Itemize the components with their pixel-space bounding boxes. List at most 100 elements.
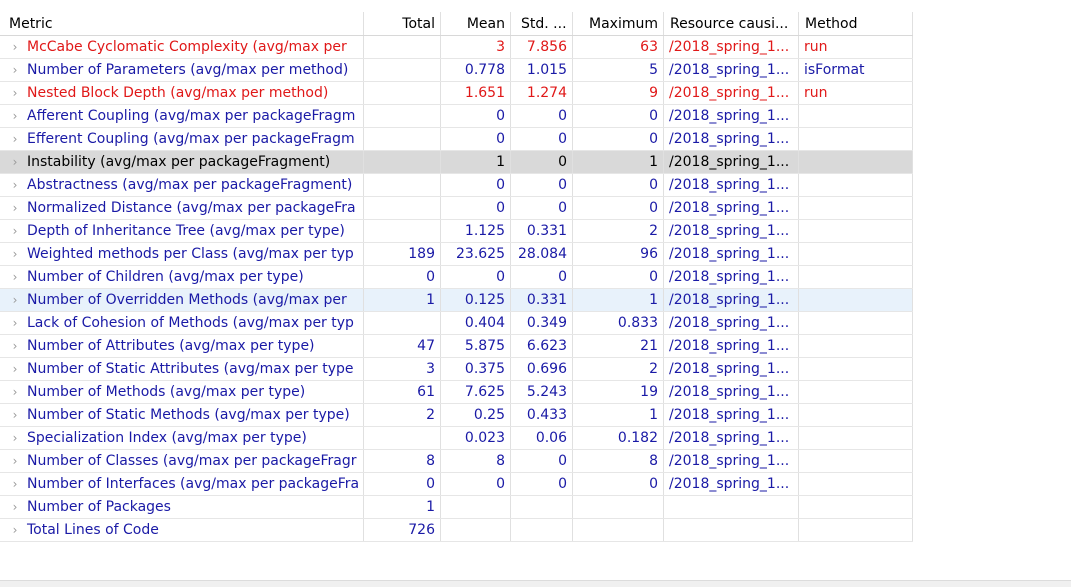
table-row[interactable]: › Efferent Coupling (avg/max per packageF…: [0, 128, 913, 151]
method-cell: [799, 335, 913, 357]
chevron-right-icon[interactable]: ›: [12, 178, 18, 192]
column-header-maximum[interactable]: Maximum: [573, 12, 664, 35]
table-row[interactable]: › Number of Overridden Methods (avg/max p…: [0, 289, 913, 312]
column-header-std[interactable]: Std. ...: [511, 12, 573, 35]
max-cell: 0: [573, 473, 664, 495]
metric-label: Number of Packages: [27, 499, 171, 515]
mean-cell: 0.778: [441, 59, 511, 81]
chevron-right-icon[interactable]: ›: [12, 132, 18, 146]
chevron-right-icon[interactable]: ›: [12, 385, 18, 399]
mean-cell: 3: [441, 36, 511, 58]
metric-cell: › McCabe Cyclomatic Complexity (avg/max p…: [0, 36, 364, 58]
method-cell: [799, 151, 913, 173]
std-cell: 0.331: [511, 289, 573, 311]
chevron-right-icon[interactable]: ›: [12, 523, 18, 537]
table-row[interactable]: › Number of Parameters (avg/max per metho…: [0, 59, 913, 82]
method-cell: [799, 243, 913, 265]
resource-cell: /2018_spring_1...: [664, 105, 799, 127]
table-row[interactable]: › Weighted methods per Class (avg/max per…: [0, 243, 913, 266]
table-row[interactable]: › Lack of Cohesion of Methods (avg/max pe…: [0, 312, 913, 335]
chevron-right-icon[interactable]: ›: [12, 293, 18, 307]
table-row[interactable]: › Afferent Coupling (avg/max per packageF…: [0, 105, 913, 128]
std-cell: 0: [511, 151, 573, 173]
table-row[interactable]: › Number of Packages 1: [0, 496, 913, 519]
method-cell: [799, 450, 913, 472]
total-cell: 0: [364, 473, 441, 495]
chevron-right-icon[interactable]: ›: [12, 316, 18, 330]
total-cell: 1: [364, 289, 441, 311]
table-row[interactable]: › Nested Block Depth (avg/max per method)…: [0, 82, 913, 105]
table-row[interactable]: › Number of Attributes (avg/max per type)…: [0, 335, 913, 358]
resource-cell: /2018_spring_1...: [664, 174, 799, 196]
mean-cell: 0: [441, 174, 511, 196]
table-row[interactable]: › Number of Static Methods (avg/max per t…: [0, 404, 913, 427]
method-cell: [799, 197, 913, 219]
total-cell: [364, 220, 441, 242]
table-row[interactable]: › Total Lines of Code 726: [0, 519, 913, 542]
max-cell: [573, 496, 664, 518]
mean-cell: 23.625: [441, 243, 511, 265]
metric-cell: › Number of Interfaces (avg/max per packa…: [0, 473, 364, 495]
method-cell: [799, 427, 913, 449]
metric-cell: › Number of Methods (avg/max per type): [0, 381, 364, 403]
total-cell: 189: [364, 243, 441, 265]
chevron-right-icon[interactable]: ›: [12, 86, 18, 100]
metric-label: Number of Static Methods (avg/max per ty…: [27, 407, 350, 423]
column-header-total[interactable]: Total: [364, 12, 441, 35]
chevron-right-icon[interactable]: ›: [12, 500, 18, 514]
chevron-right-icon[interactable]: ›: [12, 362, 18, 376]
table-row[interactable]: › Number of Methods (avg/max per type) 61 7…: [0, 381, 913, 404]
chevron-right-icon[interactable]: ›: [12, 270, 18, 284]
max-cell: 0.833: [573, 312, 664, 334]
table-body: › McCabe Cyclomatic Complexity (avg/max p…: [0, 36, 913, 542]
max-cell: 63: [573, 36, 664, 58]
table-row[interactable]: › Normalized Distance (avg/max per packag…: [0, 197, 913, 220]
chevron-right-icon[interactable]: ›: [12, 224, 18, 238]
chevron-right-icon[interactable]: ›: [12, 431, 18, 445]
max-cell: 0: [573, 266, 664, 288]
chevron-right-icon[interactable]: ›: [12, 109, 18, 123]
chevron-right-icon[interactable]: ›: [12, 339, 18, 353]
table-row[interactable]: › Number of Interfaces (avg/max per packa…: [0, 473, 913, 496]
chevron-right-icon[interactable]: ›: [12, 63, 18, 77]
max-cell: 21: [573, 335, 664, 357]
std-cell: 1.274: [511, 82, 573, 104]
total-cell: [364, 427, 441, 449]
chevron-right-icon[interactable]: ›: [12, 155, 18, 169]
table-row[interactable]: › Specialization Index (avg/max per type)…: [0, 427, 913, 450]
column-header-mean[interactable]: Mean: [441, 12, 511, 35]
chevron-right-icon[interactable]: ›: [12, 201, 18, 215]
total-cell: 2: [364, 404, 441, 426]
metric-label: Weighted methods per Class (avg/max per …: [27, 246, 354, 262]
metric-cell: › Abstractness (avg/max per packageFragme…: [0, 174, 364, 196]
metric-label: Depth of Inheritance Tree (avg/max per t…: [27, 223, 345, 239]
max-cell: 5: [573, 59, 664, 81]
table-row[interactable]: › Instability (avg/max per packageFragmen…: [0, 151, 913, 174]
mean-cell: [441, 519, 511, 541]
total-cell: 47: [364, 335, 441, 357]
table-row[interactable]: › Number of Children (avg/max per type) 0 0…: [0, 266, 913, 289]
table-row[interactable]: › Abstractness (avg/max per packageFragme…: [0, 174, 913, 197]
std-cell: 28.084: [511, 243, 573, 265]
table-row[interactable]: › McCabe Cyclomatic Complexity (avg/max p…: [0, 36, 913, 59]
table-row[interactable]: › Depth of Inheritance Tree (avg/max per …: [0, 220, 913, 243]
mean-cell: 7.625: [441, 381, 511, 403]
horizontal-scrollbar[interactable]: [0, 580, 1071, 587]
column-header-resource[interactable]: Resource causi...: [664, 12, 799, 35]
table-row[interactable]: › Number of Classes (avg/max per packageF…: [0, 450, 913, 473]
table-row[interactable]: › Number of Static Attributes (avg/max pe…: [0, 358, 913, 381]
metric-label: McCabe Cyclomatic Complexity (avg/max pe…: [27, 39, 347, 55]
column-header-metric[interactable]: Metric: [0, 12, 364, 35]
chevron-right-icon[interactable]: ›: [12, 408, 18, 422]
chevron-right-icon[interactable]: ›: [12, 454, 18, 468]
chevron-right-icon[interactable]: ›: [12, 477, 18, 491]
mean-cell: 5.875: [441, 335, 511, 357]
metric-cell: › Total Lines of Code: [0, 519, 364, 541]
resource-cell: /2018_spring_1...: [664, 82, 799, 104]
column-header-method[interactable]: Method: [799, 12, 913, 35]
metric-cell: › Afferent Coupling (avg/max per packageF…: [0, 105, 364, 127]
method-cell: isFormat: [799, 59, 913, 81]
chevron-right-icon[interactable]: ›: [12, 40, 18, 54]
chevron-right-icon[interactable]: ›: [12, 247, 18, 261]
mean-cell: 8: [441, 450, 511, 472]
